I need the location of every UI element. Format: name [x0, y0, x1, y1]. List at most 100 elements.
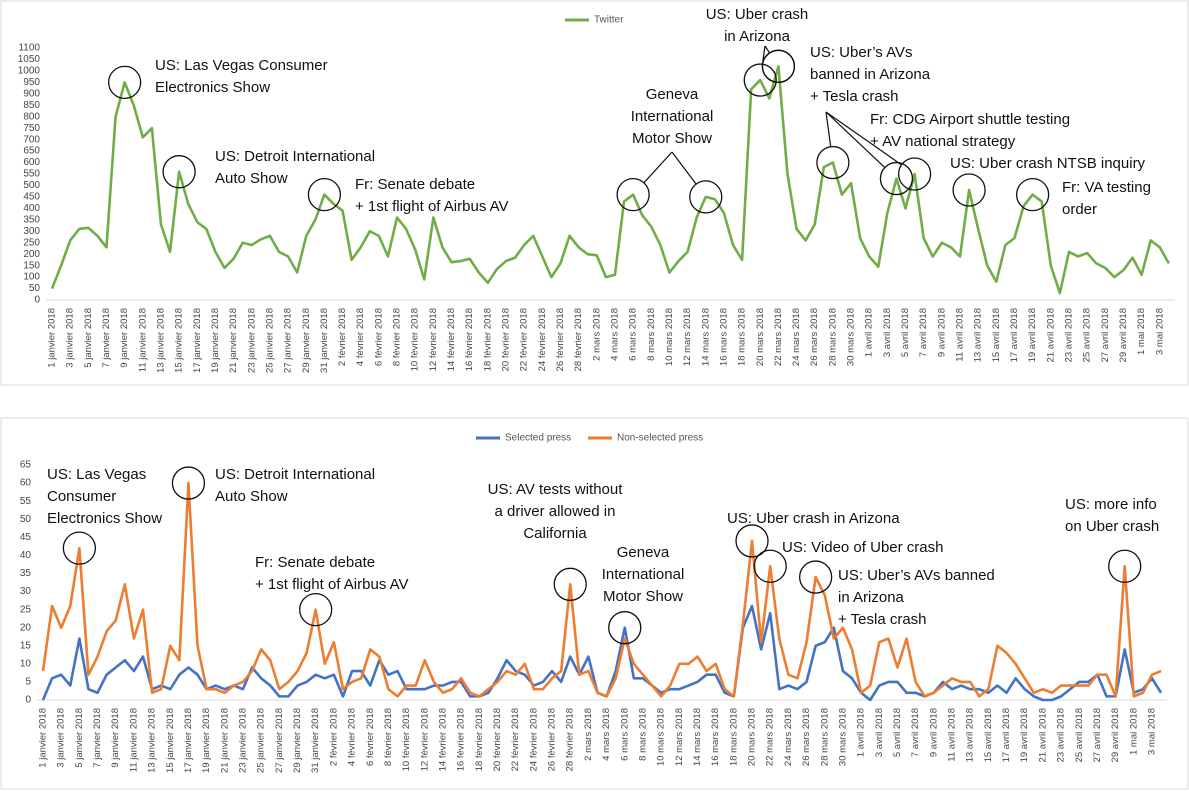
x-tick-label: 3 mai 2018	[1154, 308, 1165, 355]
annotation: Consumer	[47, 488, 116, 505]
y-tick-label: 700	[23, 134, 40, 145]
annotation: Geneva	[617, 544, 670, 561]
x-tick-label: 10 février 2018	[401, 708, 412, 771]
x-tick-label: 1 janvier 2018	[38, 708, 49, 768]
x-tick-label: 21 janvier 2018	[228, 308, 239, 373]
annotation: Geneva	[646, 86, 699, 103]
x-tick-label: 28 mars 2018	[819, 708, 830, 766]
x-tick-label: 20 mars 2018	[755, 308, 766, 366]
legend-label: Non-selected press	[617, 433, 703, 444]
y-tick-label: 900	[23, 88, 40, 99]
x-tick-label: 5 avril 2018	[892, 708, 903, 757]
x-tick-label: 18 février 2018	[482, 308, 493, 371]
y-tick-label: 0	[34, 295, 40, 306]
x-tick-label: 21 avril 2018	[1037, 708, 1048, 762]
x-tick-label: 4 février 2018	[347, 708, 358, 766]
annotation-circle	[799, 560, 833, 594]
x-tick-label: 27 janvier 2018	[283, 308, 294, 373]
x-tick-label: 2 février 2018	[328, 708, 339, 766]
x-tick-label: 13 janvier 2018	[155, 308, 166, 373]
x-tick-label: 25 avril 2018	[1082, 308, 1093, 362]
y-tick-label: 450	[23, 192, 40, 203]
x-tick-label: 26 mars 2018	[801, 708, 812, 766]
x-tick-label: 20 février 2018	[501, 308, 512, 371]
annotation: + 1st flight of Airbus AV	[355, 198, 509, 215]
x-tick-label: 9 avril 2018	[928, 708, 939, 757]
x-tick-label: 4 février 2018	[355, 308, 366, 366]
annotation-circle	[307, 177, 342, 212]
annotation-circle	[162, 155, 196, 189]
x-tick-label: 31 janvier 2018	[319, 308, 330, 373]
y-tick-label: 300	[23, 226, 40, 237]
annotation: + AV national strategy	[870, 133, 1016, 150]
annotation: US: Detroit International	[215, 466, 375, 483]
y-tick-label: 45	[20, 532, 32, 543]
x-tick-label: 8 février 2018	[392, 308, 403, 366]
x-tick-label: 5 avril 2018	[900, 308, 911, 357]
annotation-circle	[952, 173, 986, 207]
x-tick-label: 8 février 2018	[383, 708, 394, 766]
annotation-circle	[1015, 177, 1050, 212]
x-tick-label: 24 février 2018	[537, 308, 548, 371]
x-tick-label: 16 février 2018	[464, 308, 475, 371]
x-tick-label: 16 février 2018	[456, 708, 467, 771]
annotation: US: Detroit International	[215, 148, 375, 165]
x-tick-label: 17 janvier 2018	[192, 308, 203, 373]
y-tick-label: 350	[23, 214, 40, 225]
annotation-connector	[764, 45, 771, 54]
annotation: Fr: CDG Airport shuttle testing	[870, 111, 1070, 128]
annotation-connector	[643, 151, 673, 184]
y-tick-label: 750	[23, 123, 40, 134]
x-tick-label: 12 février 2018	[419, 708, 430, 771]
x-tick-label: 24 février 2018	[528, 708, 539, 771]
annotation: Auto Show	[215, 170, 288, 187]
x-tick-label: 9 janvier 2018	[119, 308, 130, 368]
annotation: on Uber crash	[1065, 518, 1159, 535]
x-tick-label: 23 avril 2018	[1056, 708, 1067, 762]
x-tick-label: 1 avril 2018	[864, 308, 875, 357]
x-tick-label: 13 avril 2018	[973, 308, 984, 362]
x-tick-label: 16 mars 2018	[718, 308, 729, 366]
annotation: US: Las Vegas Consumer	[155, 57, 328, 74]
x-tick-label: 1 mai 2018	[1128, 708, 1139, 755]
annotation: Electronics Show	[47, 510, 162, 527]
y-tick-label: 1100	[18, 43, 40, 54]
x-tick-label: 12 février 2018	[428, 308, 439, 371]
y-tick-label: 850	[23, 100, 40, 111]
legend-label: Selected press	[505, 433, 571, 444]
x-tick-label: 2 mars 2018	[583, 708, 594, 761]
panel-border	[0, 417, 1189, 790]
y-tick-label: 400	[23, 203, 40, 214]
x-tick-label: 2 mars 2018	[591, 308, 602, 361]
x-tick-label: 19 avril 2018	[1027, 308, 1038, 362]
x-tick-label: 21 avril 2018	[1045, 308, 1056, 362]
annotation-connector	[671, 151, 697, 185]
x-tick-label: 12 mars 2018	[674, 708, 685, 766]
y-tick-label: 650	[23, 146, 40, 157]
x-tick-label: 3 janvier 2018	[65, 308, 76, 368]
x-tick-label: 28 février 2018	[565, 708, 576, 771]
y-tick-label: 40	[20, 550, 32, 561]
x-tick-label: 6 mars 2018	[619, 708, 630, 761]
x-tick-label: 23 avril 2018	[1063, 308, 1074, 362]
annotation: US: Uber crash in Arizona	[727, 510, 900, 527]
x-tick-label: 5 janvier 2018	[74, 708, 85, 768]
y-tick-label: 550	[23, 169, 40, 180]
y-tick-label: 20	[20, 622, 32, 633]
x-tick-label: 1 avril 2018	[856, 708, 867, 757]
x-tick-label: 14 février 2018	[446, 308, 457, 371]
y-tick-label: 50	[20, 514, 32, 525]
y-tick-label: 0	[25, 695, 31, 706]
x-tick-label: 11 janvier 2018	[128, 708, 139, 772]
x-tick-label: 26 mars 2018	[809, 308, 820, 366]
annotation-circle	[761, 49, 796, 83]
annotation: in Arizona	[838, 589, 905, 606]
x-tick-label: 22 février 2018	[519, 308, 530, 371]
annotation: Electronics Show	[155, 79, 270, 96]
x-tick-label: 18 mars 2018	[728, 708, 739, 766]
y-tick-label: 600	[23, 157, 40, 168]
y-tick-label: 60	[20, 478, 32, 489]
x-tick-label: 24 mars 2018	[791, 308, 802, 366]
x-tick-label: 30 mars 2018	[846, 308, 857, 366]
annotation-circle	[62, 531, 97, 565]
